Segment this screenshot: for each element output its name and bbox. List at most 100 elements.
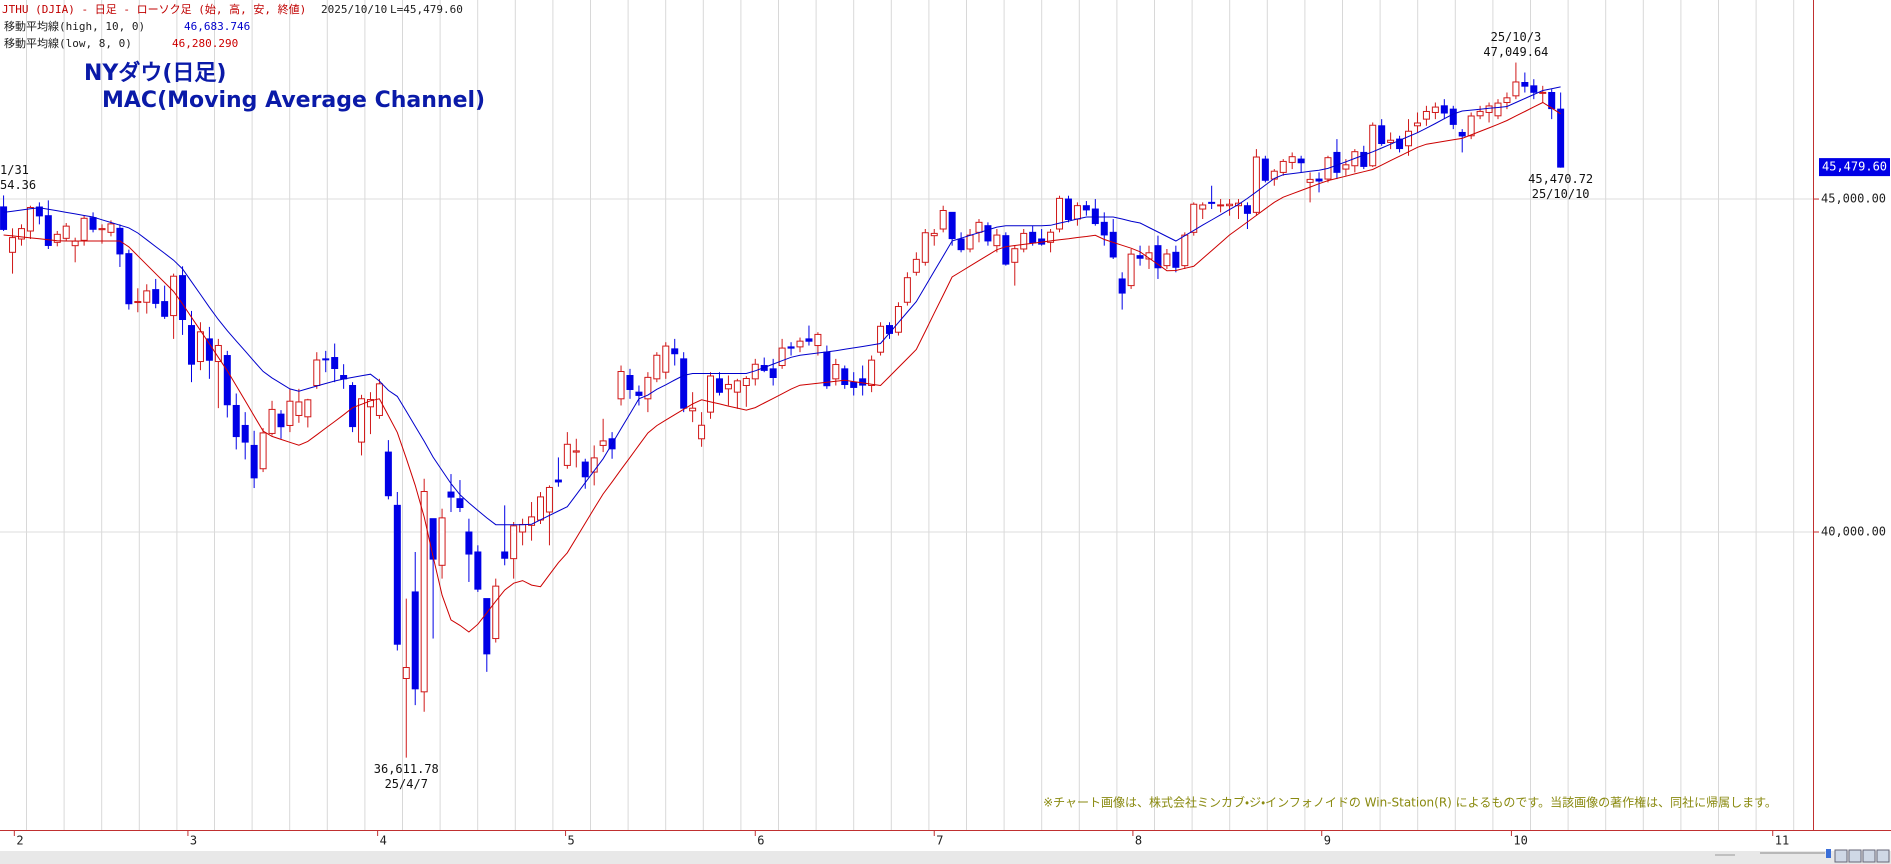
candle-body bbox=[232, 404, 240, 438]
legend-value: 46,683.746 bbox=[184, 20, 250, 33]
candle-body bbox=[1405, 130, 1413, 147]
fit-button[interactable] bbox=[1876, 849, 1890, 863]
x-tick-label: 6 bbox=[757, 834, 764, 848]
candle-body bbox=[796, 340, 804, 348]
candle-body bbox=[456, 498, 464, 508]
scroll-button[interactable] bbox=[1862, 849, 1876, 863]
candle-body bbox=[1136, 255, 1144, 259]
candle-body bbox=[1011, 248, 1019, 263]
candle-body bbox=[554, 479, 562, 483]
candle-body bbox=[850, 381, 858, 388]
candle-body bbox=[259, 432, 267, 470]
candle-body bbox=[1217, 204, 1225, 207]
candle-body bbox=[1333, 151, 1341, 173]
candle-body bbox=[366, 399, 374, 408]
y-tick-label: 45,000.00 bbox=[1821, 192, 1886, 206]
candle-body bbox=[1261, 158, 1269, 181]
candle-body bbox=[1091, 208, 1099, 225]
candle-body bbox=[966, 234, 974, 250]
candle-body bbox=[617, 371, 625, 400]
x-tick-label: 7 bbox=[936, 834, 943, 848]
candle-body bbox=[1082, 205, 1090, 211]
y-tick-label: 40,000.00 bbox=[1821, 525, 1886, 539]
candle-body bbox=[572, 450, 580, 453]
candle-body bbox=[1002, 235, 1010, 265]
candle-body bbox=[1485, 105, 1493, 113]
candle-body bbox=[1467, 115, 1475, 137]
candle-body bbox=[268, 408, 276, 434]
candle-body bbox=[921, 232, 929, 263]
candle-body bbox=[1181, 234, 1189, 267]
candle-body bbox=[1521, 82, 1529, 87]
candle-body bbox=[277, 413, 285, 428]
candle-body bbox=[322, 358, 330, 361]
slider-knob[interactable] bbox=[1826, 849, 1831, 858]
candle-body bbox=[662, 345, 670, 373]
candle-body bbox=[98, 228, 106, 231]
candle-body bbox=[814, 333, 822, 347]
candle-body bbox=[957, 238, 965, 251]
candle-body bbox=[1279, 160, 1287, 173]
candle-body bbox=[545, 486, 553, 513]
x-tick-label: 9 bbox=[1324, 834, 1331, 848]
candle-body bbox=[402, 667, 410, 680]
candle-body bbox=[1413, 122, 1421, 127]
candle-body bbox=[1243, 205, 1251, 214]
candle-body bbox=[179, 275, 187, 321]
zoom-out-button[interactable] bbox=[1848, 849, 1862, 863]
candle-body bbox=[1494, 102, 1502, 117]
candle-body bbox=[26, 207, 34, 232]
x-tick-label: 4 bbox=[380, 834, 387, 848]
candle-body bbox=[1512, 81, 1520, 97]
candle-body bbox=[1208, 201, 1216, 204]
candle-body bbox=[698, 424, 706, 440]
candle-body bbox=[653, 354, 661, 380]
candle-body bbox=[1360, 151, 1368, 167]
x-tick-label: 3 bbox=[190, 834, 197, 848]
candle-body bbox=[1458, 131, 1466, 137]
legend-name: 移動平均線(low, 8, 0) bbox=[4, 36, 132, 50]
candle-body bbox=[429, 518, 437, 560]
candle-body bbox=[304, 399, 312, 418]
candle-body bbox=[1270, 170, 1278, 180]
candle-body bbox=[993, 234, 1001, 247]
x-tick-label: 10 bbox=[1513, 834, 1527, 848]
candle-body bbox=[384, 451, 392, 497]
candle-body bbox=[53, 233, 61, 243]
candle-body bbox=[635, 391, 643, 396]
candle-body bbox=[868, 359, 876, 386]
candle-body bbox=[948, 211, 956, 240]
candle-body bbox=[1530, 85, 1538, 93]
candle-body bbox=[161, 301, 169, 317]
candle-body bbox=[563, 443, 571, 466]
header-symbol: JTHU (DJIA) - 日足 - ローソク足 (始, 高, 安, 終値) bbox=[2, 2, 306, 16]
candle-body bbox=[420, 491, 428, 693]
candle-body bbox=[125, 253, 133, 305]
header-date: 2025/10/10 bbox=[321, 3, 387, 16]
candle-body bbox=[331, 357, 339, 370]
candle-body bbox=[1503, 97, 1511, 103]
candle-body bbox=[143, 290, 151, 303]
candle-body bbox=[832, 364, 840, 380]
candle-body bbox=[295, 401, 303, 416]
candle-body bbox=[1297, 158, 1305, 164]
candle-body bbox=[689, 407, 697, 412]
candle-body bbox=[805, 338, 813, 342]
candle-body bbox=[1100, 221, 1108, 236]
annotation: 36,611.78 bbox=[374, 762, 439, 776]
candle-body bbox=[707, 375, 715, 413]
candle-body bbox=[134, 301, 142, 304]
candle-body bbox=[205, 338, 213, 361]
candle-body bbox=[152, 289, 160, 304]
candle-body bbox=[528, 516, 536, 526]
candle-body bbox=[1449, 108, 1457, 125]
zoom-in-button[interactable] bbox=[1834, 849, 1848, 863]
candle-body bbox=[1440, 105, 1448, 114]
candle-body bbox=[1557, 108, 1565, 168]
annotation: 1/31 bbox=[0, 163, 29, 177]
candle-body bbox=[35, 206, 43, 217]
candle-body bbox=[590, 457, 598, 473]
candle-body bbox=[1396, 138, 1404, 150]
annotation: 25/10/3 bbox=[1491, 30, 1542, 44]
